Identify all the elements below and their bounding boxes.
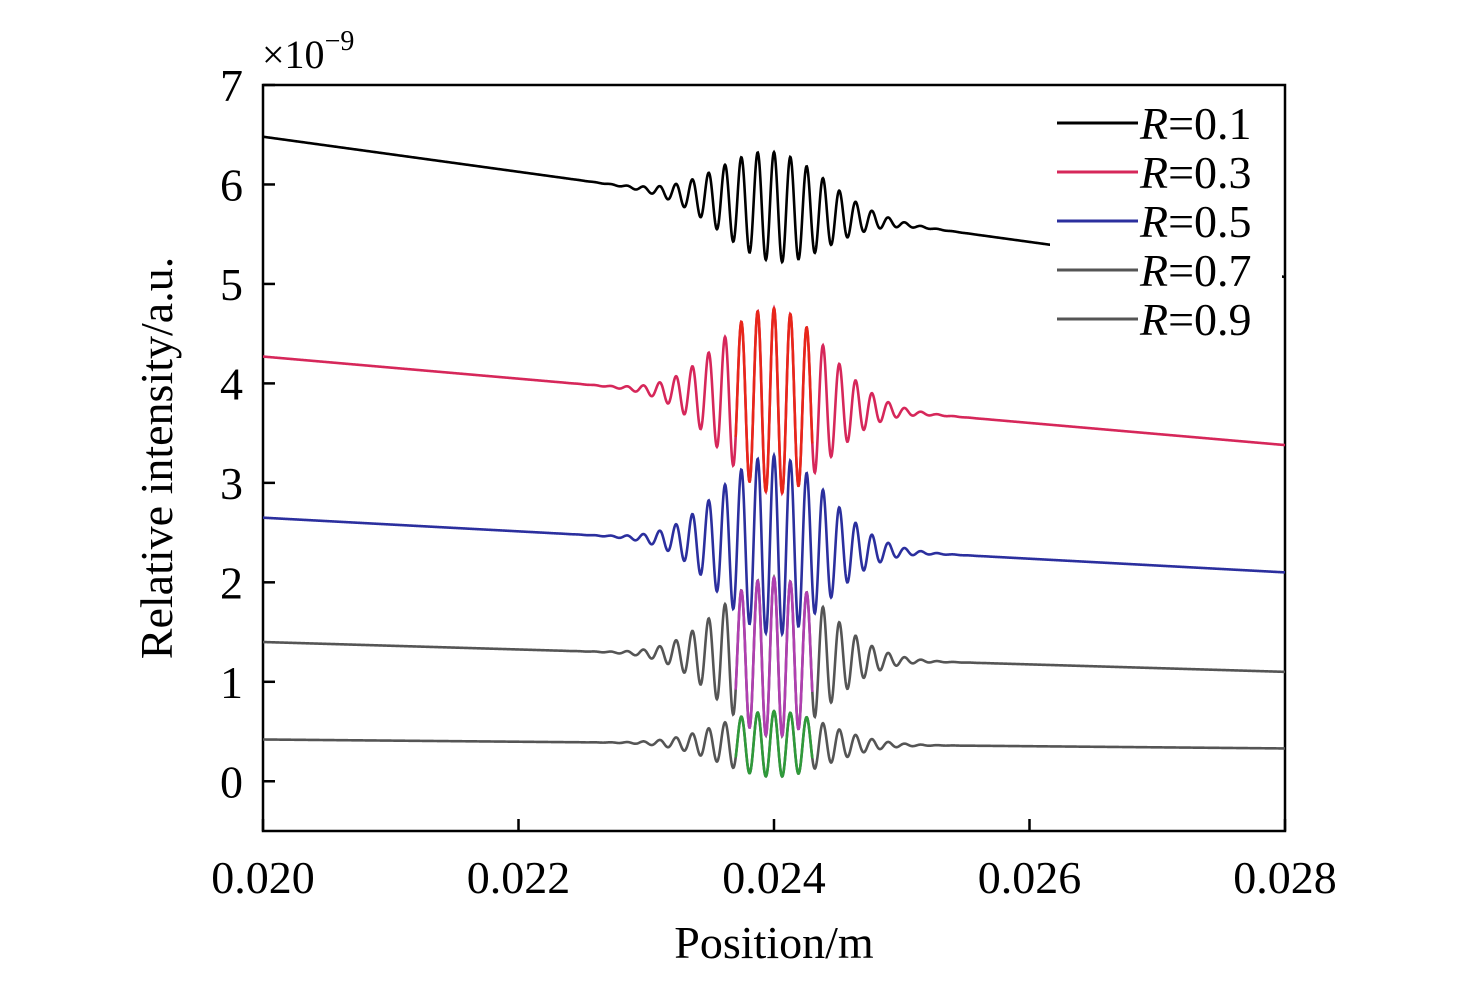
legend-var: R bbox=[1139, 98, 1168, 149]
legend-label: R=0.5 bbox=[1139, 196, 1252, 247]
legend-value: =0.3 bbox=[1168, 147, 1251, 198]
legend-label: R=0.7 bbox=[1139, 245, 1252, 296]
y-multiplier: ×10−9 bbox=[262, 26, 354, 77]
ticks-layer bbox=[261, 83, 1287, 831]
legend-value: =0.5 bbox=[1168, 196, 1251, 247]
legend-var: R bbox=[1139, 147, 1168, 198]
series-5-curve bbox=[263, 709, 1285, 779]
legend-background bbox=[1050, 96, 1282, 342]
legend: R=0.1R=0.3R=0.5R=0.7R=0.9 bbox=[1050, 96, 1282, 345]
y-tick-label: 3 bbox=[220, 458, 243, 509]
legend-value: =0.7 bbox=[1168, 245, 1251, 296]
x-tick-label: 0.028 bbox=[1233, 852, 1337, 903]
y-tick-label: 1 bbox=[220, 657, 243, 708]
y-tick-labels: 0 1 2 3 4 5 6 7 bbox=[220, 60, 243, 807]
series-3-curve bbox=[262, 451, 1286, 638]
series-5-core bbox=[734, 709, 814, 778]
y-tick-label: 4 bbox=[220, 358, 243, 409]
legend-var: R bbox=[1139, 294, 1168, 345]
x-tick-labels: 0.020 0.022 0.024 0.026 0.028 bbox=[211, 852, 1337, 903]
legend-var: R bbox=[1139, 196, 1168, 247]
legend-value: =0.1 bbox=[1168, 98, 1251, 149]
y-tick-label: 5 bbox=[220, 259, 243, 310]
series-2-curve bbox=[262, 304, 1286, 497]
x-tick-label: 0.022 bbox=[467, 852, 571, 903]
x-axis-label: Position/m bbox=[674, 917, 874, 968]
y-tick-label: 7 bbox=[220, 60, 243, 111]
x-tick-label: 0.026 bbox=[978, 852, 1082, 903]
y-axis-label: Relative intensity/a.u. bbox=[131, 257, 182, 659]
y-tick-label: 2 bbox=[220, 557, 243, 608]
series-3-line bbox=[262, 451, 1286, 638]
series-5-line bbox=[263, 709, 1285, 779]
series-4-curve bbox=[262, 573, 1286, 739]
legend-value: =0.9 bbox=[1168, 294, 1251, 345]
series-2-core bbox=[734, 306, 814, 495]
y-tick-label: 6 bbox=[220, 159, 243, 210]
y-multiplier-exponent: −9 bbox=[325, 26, 355, 57]
x-tick-label: 0.020 bbox=[211, 852, 315, 903]
x-tick-label: 0.024 bbox=[722, 852, 826, 903]
y-tick-label: 0 bbox=[220, 756, 243, 807]
legend-label: R=0.1 bbox=[1139, 98, 1252, 149]
series-4-core bbox=[734, 575, 814, 738]
legend-label: R=0.9 bbox=[1139, 294, 1252, 345]
legend-var: R bbox=[1139, 245, 1168, 296]
legend-label: R=0.3 bbox=[1139, 147, 1252, 198]
